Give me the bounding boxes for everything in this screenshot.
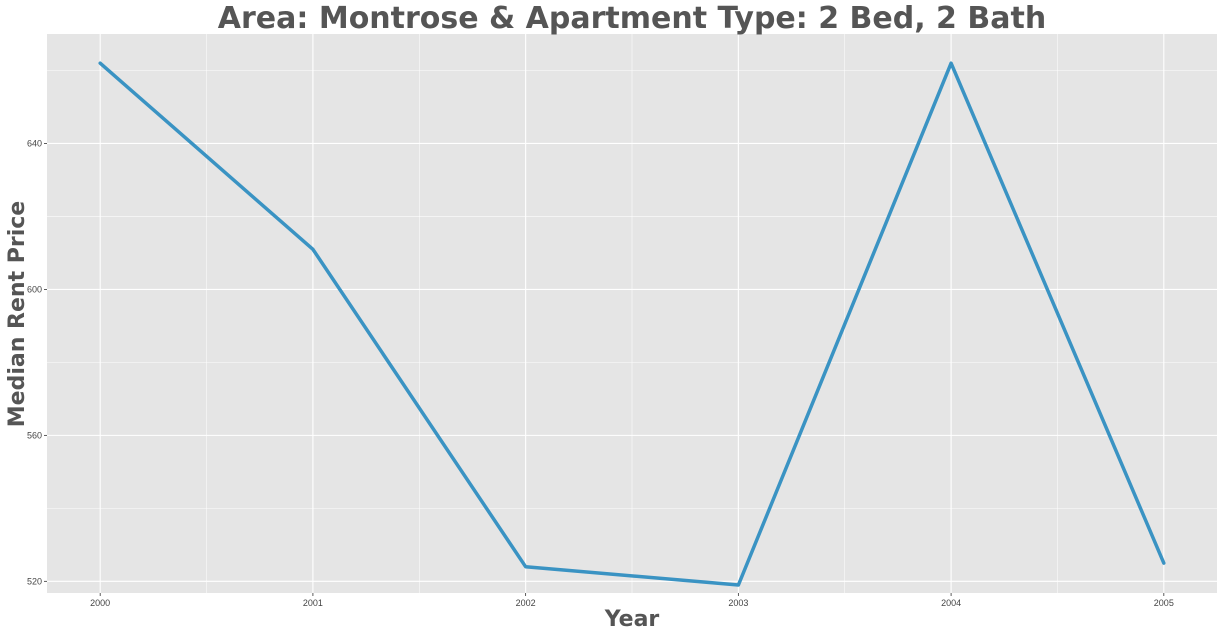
x-tick-label: 2003 xyxy=(728,598,748,608)
minor-gridlines xyxy=(47,34,1217,593)
y-tick-label: 560 xyxy=(27,430,42,440)
y-tick-label: 520 xyxy=(27,576,42,586)
x-tick-label: 2004 xyxy=(941,598,961,608)
y-tick-label: 600 xyxy=(27,284,42,294)
x-axis-ticks: 2000 2001 2002 2003 2004 2005 xyxy=(90,593,1174,608)
major-gridlines xyxy=(47,34,1217,593)
x-tick-label: 2002 xyxy=(516,598,536,608)
x-tick-label: 2005 xyxy=(1154,598,1174,608)
y-tick-label: 640 xyxy=(27,138,42,148)
series-line-0 xyxy=(98,61,1166,587)
chart-title: Area: Montrose & Apartment Type: 2 Bed, … xyxy=(218,1,1046,36)
x-axis-title: Year xyxy=(604,607,660,632)
y-axis-ticks: 520 560 600 640 xyxy=(27,138,47,586)
series-layer xyxy=(98,61,1166,587)
x-tick-label: 2001 xyxy=(303,598,323,608)
x-tick-label: 2000 xyxy=(90,598,110,608)
y-axis-title: Median Rent Price xyxy=(5,201,30,427)
